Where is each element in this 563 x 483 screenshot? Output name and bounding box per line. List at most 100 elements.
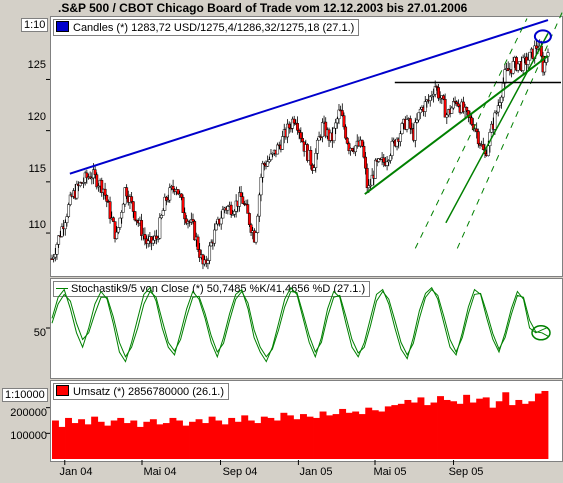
- volume-bar: [521, 403, 529, 459]
- highlight-circle-stochastic: [531, 325, 551, 341]
- price-candle-body: [312, 167, 316, 171]
- volume-bar: [110, 420, 118, 459]
- price-candle-body: [334, 122, 338, 129]
- volume-bar: [528, 401, 536, 459]
- price-candle-body: [133, 211, 137, 221]
- price-ytick-110: 110: [28, 219, 46, 231]
- price-candle-body: [455, 101, 459, 105]
- volume-bar: [463, 394, 471, 459]
- price-candle-body: [481, 144, 485, 150]
- volume-bar: [169, 417, 177, 459]
- price-candle-body: [364, 156, 367, 169]
- price-candle-body: [456, 103, 460, 107]
- price-candle-body: [130, 196, 134, 202]
- price-candle-body: [85, 172, 89, 179]
- price-candle-body: [135, 219, 139, 222]
- price-candle-body: [131, 201, 135, 212]
- price-candle-body: [340, 110, 344, 116]
- volume-bar: [267, 417, 275, 459]
- price-candle-body: [241, 196, 245, 204]
- price-candle-body: [214, 223, 218, 231]
- support-trendline: [364, 55, 549, 195]
- price-candle-body: [503, 69, 507, 84]
- price-candle-body: [249, 224, 253, 233]
- price-candle-body: [155, 235, 158, 240]
- price-candle-body: [337, 109, 341, 120]
- price-candle-body: [63, 222, 67, 230]
- price-candle-body: [254, 232, 258, 243]
- volume-bar: [65, 417, 72, 459]
- price-candle-body: [382, 157, 386, 163]
- price-candle-body: [400, 123, 404, 134]
- price-candle-body: [93, 169, 97, 175]
- price-candle-body: [342, 115, 346, 128]
- price-candle-body: [297, 130, 301, 133]
- volume-bar: [306, 416, 314, 459]
- price-candle-body: [437, 87, 440, 99]
- price-legend-label: Candles (*) 1283,72 USD/1275,4/1286,32/1…: [73, 22, 355, 34]
- price-candle-body: [433, 86, 437, 95]
- price-candle-body: [96, 185, 100, 188]
- price-candle-body: [418, 108, 422, 114]
- price-candle-body: [115, 231, 119, 239]
- price-candle-body: [50, 258, 54, 260]
- price-candle-body: [317, 136, 321, 141]
- price-candle-body: [296, 123, 299, 131]
- price-candle-body: [246, 204, 250, 214]
- volume-legend-swatch: [56, 385, 69, 396]
- volume-bar: [534, 393, 542, 459]
- volume-bar: [476, 398, 484, 459]
- price-candle-body: [486, 145, 490, 156]
- price-candle-body: [423, 101, 427, 112]
- price-candle-body: [143, 234, 147, 240]
- price-candle-body: [82, 182, 85, 184]
- price-candle-body: [231, 214, 235, 216]
- price-candle-body: [390, 141, 394, 156]
- price-candle-body: [150, 236, 153, 244]
- volume-bar: [430, 402, 438, 459]
- xtick-mai05: Mai 05: [373, 466, 407, 478]
- volume-bar: [456, 403, 464, 459]
- price-candle-body: [247, 213, 251, 225]
- price-candle-body: [476, 131, 480, 145]
- volume-bar: [482, 397, 490, 459]
- volume-legend: Umsatz (*) 2856780000 (26.1.): [53, 383, 230, 400]
- price-candle-body: [271, 152, 275, 155]
- volume-bar: [293, 419, 301, 459]
- chart-title: .S&P 500 / CBOT Chicago Board of Trade v…: [58, 1, 468, 15]
- volume-bar: [332, 414, 340, 459]
- price-candle-body: [314, 153, 318, 168]
- volume-bar: [319, 411, 327, 459]
- volume-bar: [469, 402, 477, 459]
- price-candle-body: [435, 86, 439, 88]
- price-candle-body: [495, 111, 499, 114]
- price-candle-body: [350, 148, 354, 151]
- price-candle-body: [161, 210, 165, 216]
- price-candle-body: [360, 139, 364, 147]
- price-candle-body: [344, 126, 348, 139]
- price-candle-body: [105, 195, 109, 202]
- price-candle-body: [257, 194, 261, 217]
- volume-bar: [162, 423, 170, 459]
- resistance-trendline: [69, 19, 549, 175]
- xtick-jan05: Jan 05: [299, 466, 333, 478]
- price-candle-body: [179, 193, 183, 198]
- price-candle-body: [108, 201, 112, 219]
- price-candle-body: [417, 112, 421, 121]
- price-candle-body: [516, 63, 520, 71]
- price-candle-body: [475, 128, 479, 132]
- price-candle-body: [181, 197, 185, 214]
- volume-bar: [52, 420, 59, 459]
- price-candle-body: [238, 192, 241, 207]
- price-candle-body: [470, 117, 474, 125]
- price-candle-body: [398, 133, 402, 142]
- price-candle-body: [67, 204, 71, 217]
- price-legend: Candles (*) 1283,72 USD/1275,4/1286,32/1…: [53, 19, 360, 36]
- volume-bar: [241, 415, 249, 459]
- price-candle-body: [57, 235, 61, 245]
- price-candle-body: [369, 184, 372, 187]
- volume-bar: [286, 415, 294, 459]
- volume-ytick-200000: 200000: [10, 407, 47, 419]
- price-candle-body: [206, 260, 210, 264]
- price-candle-body: [276, 144, 280, 155]
